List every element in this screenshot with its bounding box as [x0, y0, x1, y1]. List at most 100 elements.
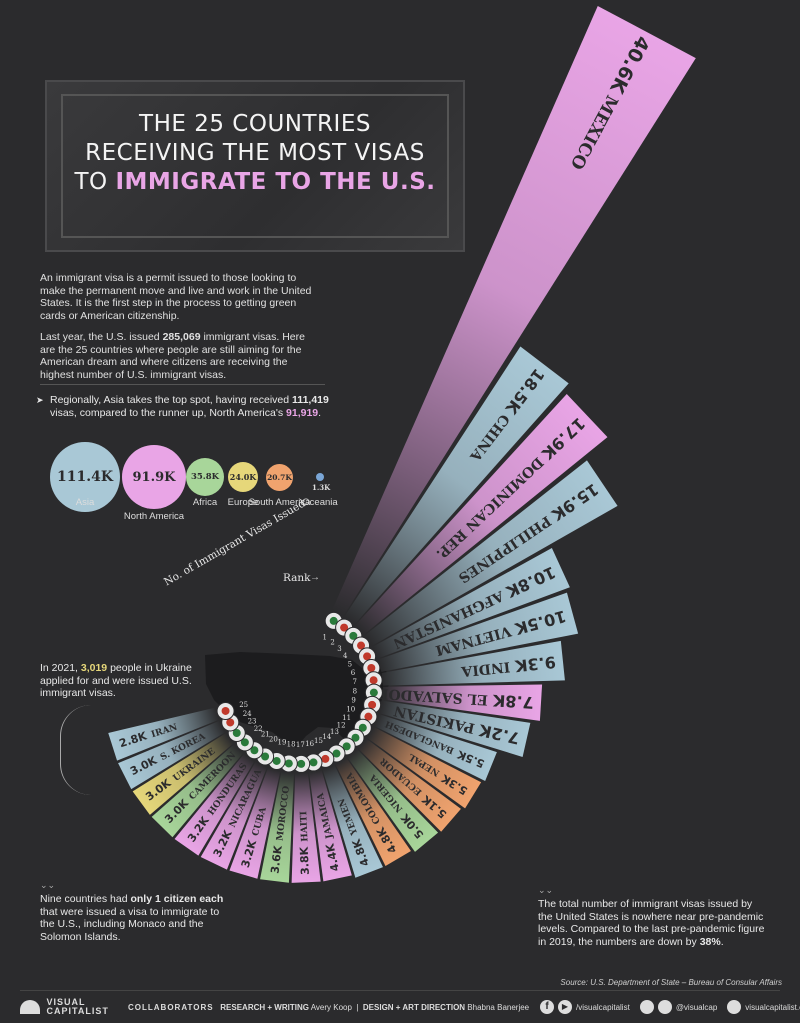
- rank-label: 24: [243, 710, 252, 718]
- bar-colombia: [335, 757, 411, 866]
- region-name: Africa: [192, 497, 218, 508]
- region-name: Oceania: [302, 497, 338, 508]
- bar-jamaica: [309, 769, 352, 882]
- bar-afghanistan: [372, 547, 570, 659]
- rank-label: 4: [343, 652, 348, 660]
- usa-map-silhouette: [205, 652, 392, 748]
- total-note: The total number of immigrant visas issu…: [538, 898, 765, 948]
- bar-cuba: [229, 767, 281, 879]
- rank-label: 22: [254, 725, 263, 733]
- region-value: 91.9K: [132, 469, 176, 485]
- region-note: ➤ Regionally, Asia takes the top spot, h…: [36, 394, 329, 419]
- flag-emblem-icon: [232, 728, 241, 737]
- bar-nepal: [366, 726, 482, 809]
- rank-label: 13: [330, 728, 339, 736]
- rank-label: 8: [353, 687, 357, 695]
- bar-ecuador: [357, 738, 461, 832]
- divider: [40, 384, 325, 385]
- bar-mexico: [332, 5, 696, 617]
- region-name: South America: [248, 497, 311, 508]
- rank-label: 2: [330, 639, 334, 647]
- bar-yemen: [322, 764, 383, 878]
- cursor-icon[interactable]: [727, 1000, 742, 1014]
- flag-emblem-icon: [284, 759, 293, 768]
- flag-emblem-icon: [358, 723, 367, 732]
- flag-emblem-icon: [272, 756, 281, 765]
- rank-label: 19: [278, 739, 287, 747]
- bar-bangladesh: [374, 714, 497, 782]
- nine-countries-note: Nine countries had only 1 citizen each t…: [40, 893, 224, 943]
- flag-emblem-icon: [369, 688, 378, 697]
- region-value: 111.4K: [56, 469, 113, 485]
- twitter-icon[interactable]: [639, 1000, 654, 1014]
- arrow-right-icon: ➤: [36, 395, 44, 405]
- rank-label: 20: [269, 735, 278, 743]
- bar-honduras: [174, 753, 255, 856]
- region-bubble: 1.3K: [312, 473, 330, 492]
- rank-label: 9: [351, 697, 355, 705]
- source-text: Source: U.S. Department of State – Burea…: [560, 978, 782, 987]
- flag-emblem-icon: [221, 706, 230, 715]
- footer-divider: [20, 990, 780, 991]
- social-links: f ▶ /visualcapitalist @visualcap visualc…: [540, 1000, 800, 1014]
- flag-emblem-icon: [368, 700, 377, 709]
- value-label: 4.4K: [323, 842, 342, 873]
- facebook-link[interactable]: /visualcapitalist: [576, 1002, 630, 1012]
- flag-emblem-icon: [340, 623, 349, 632]
- bar-nicaragua: [200, 761, 268, 870]
- rank-label: 16: [305, 740, 314, 748]
- ukraine-note: In 2021, 3,019 people in Ukraine applied…: [40, 662, 192, 699]
- bar-label: 7.8K EL SALVADOR: [376, 684, 534, 712]
- region-bubble: 111.4K: [50, 442, 120, 512]
- rank-label: 3: [337, 645, 341, 653]
- instagram-link[interactable]: @visualcap: [675, 1002, 718, 1012]
- region-bubble: 20.7K: [266, 463, 293, 491]
- legend-arrow-icon: →: [310, 572, 320, 583]
- curved-arrow-icon: [60, 705, 91, 795]
- rank-label: 11: [342, 714, 351, 722]
- bar-china: [344, 346, 569, 625]
- rank-label: 7: [352, 678, 356, 686]
- rank-label: 5: [348, 660, 352, 668]
- rank-label: 25: [239, 701, 248, 709]
- category-label: EL SALVADOR: [376, 685, 488, 708]
- flag-emblem-icon: [364, 712, 373, 721]
- region-bubble: 24.0K: [228, 462, 258, 492]
- flag-emblem-icon: [349, 631, 358, 640]
- bar-dominican-rep-: [355, 393, 608, 635]
- title-panel: THE 25 COUNTRIES RECEIVING THE MOST VISA…: [45, 80, 465, 252]
- rank-label: 15: [314, 737, 323, 745]
- bar-philippines: [364, 460, 618, 646]
- collaborators: COLLABORATORS RESEARCH + WRITING Avery K…: [128, 1003, 530, 1012]
- facebook-icon[interactable]: f: [540, 1000, 554, 1014]
- flag-emblem-icon: [329, 616, 338, 625]
- bar-nigeria: [347, 749, 439, 852]
- region-name: North America: [123, 511, 185, 522]
- instagram-icon[interactable]: [657, 1000, 672, 1014]
- flag-emblem-icon: [369, 676, 378, 685]
- chevron-icon: ⌄⌄: [538, 885, 554, 895]
- region-value: 1.3K: [312, 483, 331, 492]
- region-value: 20.7K: [267, 472, 292, 482]
- flag-emblem-icon: [226, 718, 235, 727]
- bar-india: [381, 640, 565, 686]
- youtube-icon[interactable]: ▶: [558, 1000, 572, 1014]
- value-label: 9.3K: [514, 653, 557, 676]
- bar-ukraine: [132, 733, 234, 815]
- bar-morocco: [260, 771, 295, 883]
- category-label: HAITI: [299, 811, 310, 842]
- flag-emblem-icon: [342, 742, 351, 751]
- bar-label: 3.8K HAITI: [293, 811, 315, 875]
- rank-label: 17: [296, 741, 305, 749]
- bar-label: 9.3K INDIA: [459, 653, 556, 682]
- bar-pakistan: [379, 700, 531, 757]
- region-bubble: 35.8K: [186, 458, 224, 496]
- region-value: 24.0K: [229, 472, 257, 482]
- flag-emblem-icon: [250, 746, 259, 755]
- flag-emblem-icon: [332, 749, 341, 758]
- website-link[interactable]: visualcapitalist.com: [745, 1002, 800, 1012]
- rank-label: 14: [322, 733, 331, 741]
- rank-label: 21: [261, 731, 270, 739]
- page-title: THE 25 COUNTRIES RECEIVING THE MOST VISA…: [74, 111, 436, 195]
